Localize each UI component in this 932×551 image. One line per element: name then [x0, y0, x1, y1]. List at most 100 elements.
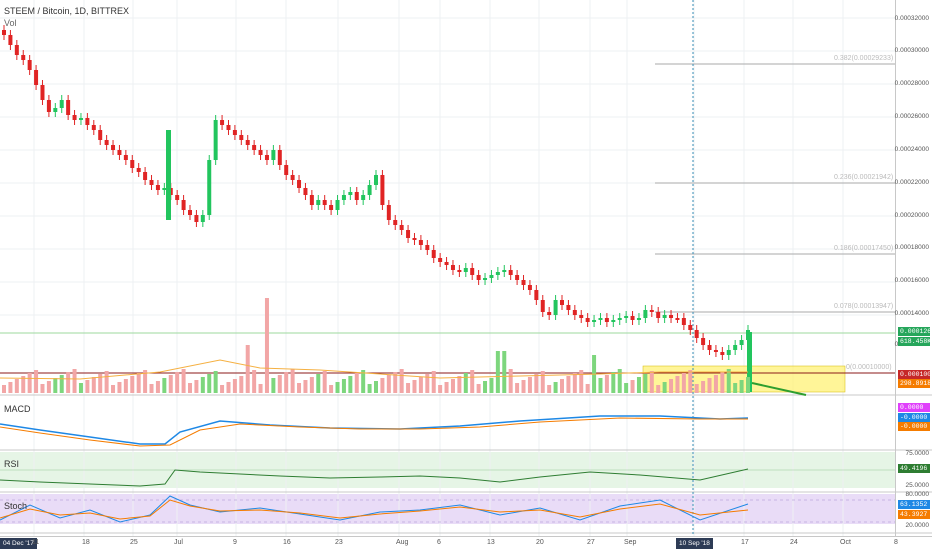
candle-body: [521, 280, 526, 285]
candle-body: [40, 85, 45, 100]
candle-body: [348, 192, 353, 195]
date-tick: 23: [335, 539, 343, 546]
volume-bar: [53, 378, 58, 393]
rsi-tick: 75.0000: [905, 450, 930, 457]
volume-bar: [27, 373, 32, 393]
volume-bar: [521, 380, 526, 393]
volume-bar: [34, 370, 39, 393]
candle-body: [14, 45, 19, 55]
volume-bar: [463, 373, 468, 393]
candle-body: [149, 180, 154, 185]
volume-bar: [540, 371, 545, 393]
date-tick: Jul: [174, 539, 183, 546]
volume-bar: [431, 371, 436, 393]
date-tick: 16: [283, 539, 291, 546]
volume-bar: [399, 369, 404, 393]
candle-body: [220, 120, 225, 125]
volume-bar: [636, 377, 641, 393]
macd-label[interactable]: MACD: [4, 404, 31, 414]
candle-body: [59, 100, 64, 108]
candle-body: [98, 130, 103, 140]
candle-body: [713, 350, 718, 352]
price-tick: 0.00030000: [894, 47, 929, 54]
candle-body: [200, 215, 205, 222]
price-tick: 0.00022000: [894, 179, 929, 186]
volume-bar: [104, 371, 109, 393]
candle-body: [303, 188, 308, 195]
candle-body: [188, 210, 192, 215]
macd-signal-line: [0, 417, 748, 447]
volume-bar: [213, 371, 218, 393]
volume-bar: [284, 372, 289, 393]
candle-body: [175, 195, 180, 200]
volume-bar: [14, 379, 19, 393]
candle-body: [643, 310, 648, 318]
volume-bar: [547, 385, 552, 393]
candle-body: [297, 180, 302, 188]
volume-bar: [624, 383, 629, 393]
candle-body: [688, 325, 693, 330]
date-tick: 24: [790, 539, 798, 546]
symbol-title[interactable]: STEEM / Bitcoin, 1D, BITTREX: [4, 6, 130, 16]
volume-bar: [386, 375, 391, 393]
candle-body: [463, 268, 468, 272]
candle-body: [624, 316, 629, 318]
volume-bar: [232, 379, 237, 393]
candle-body: [662, 315, 667, 318]
date-axis[interactable]: 04 Dec '17 11 18 25 Jul 9 16 23 Aug 6 13…: [0, 536, 932, 551]
candle-body: [252, 145, 257, 150]
price-axis[interactable]: 0.00032000 0.00030000 0.00028000 0.00026…: [895, 0, 932, 536]
volume-bar: [46, 381, 51, 393]
volume-bar: [348, 376, 353, 393]
candle-body: [566, 305, 571, 310]
macd-line: [0, 415, 749, 445]
candle-body: [354, 192, 359, 200]
volume-bar: [143, 370, 148, 393]
candle-body: [117, 150, 122, 155]
candle-body: [245, 140, 250, 145]
macd-signal-tag: -0.0000: [898, 422, 930, 431]
candle-body: [540, 300, 545, 312]
volume-bar: [98, 374, 103, 393]
candle-body: [322, 200, 327, 205]
volume-bar: [688, 370, 693, 393]
candle-body: [309, 195, 314, 205]
candle-body: [380, 175, 385, 205]
candle-body: [341, 195, 346, 200]
candle-body: [495, 272, 500, 275]
volume-bar: [444, 382, 449, 393]
rsi-label[interactable]: RSI: [4, 459, 20, 469]
stoch-tick: 80.0000: [905, 491, 930, 498]
price-chart-canvas[interactable]: [0, 0, 932, 536]
candle-body: [476, 275, 481, 280]
macd-hist-tag: 0.0000: [898, 403, 930, 412]
candle-body: [367, 185, 372, 195]
volume-bar: [701, 381, 706, 393]
volume-bar: [2, 385, 6, 393]
volume-bar: [380, 378, 385, 393]
volume-bar: [617, 369, 622, 393]
volume-bar: [457, 376, 462, 393]
candle-body: [207, 160, 212, 215]
candle-body: [720, 352, 725, 355]
volume-bar: [450, 379, 455, 393]
volume-bar: [361, 370, 366, 393]
date-tick: Aug: [396, 539, 409, 546]
volume-bar: [476, 384, 481, 393]
stoch-label[interactable]: Stoch: [4, 501, 28, 511]
candle-body: [46, 100, 51, 112]
rsi-value-tag: 49.4196: [898, 464, 930, 473]
candle-body: [418, 240, 423, 245]
date-tick: Sep: [624, 539, 637, 546]
volume-bar: [200, 377, 205, 393]
price-tick: 0.00020000: [894, 212, 929, 219]
candle-body: [34, 70, 39, 85]
candle-body: [213, 120, 218, 160]
volume-bar: [226, 382, 231, 393]
fib-label-0186: 0.186(0.00017450): [834, 245, 894, 252]
candle-body: [656, 312, 661, 318]
candle-body: [8, 35, 13, 45]
volume-bar: [425, 374, 430, 393]
volume-bar: [675, 376, 680, 393]
